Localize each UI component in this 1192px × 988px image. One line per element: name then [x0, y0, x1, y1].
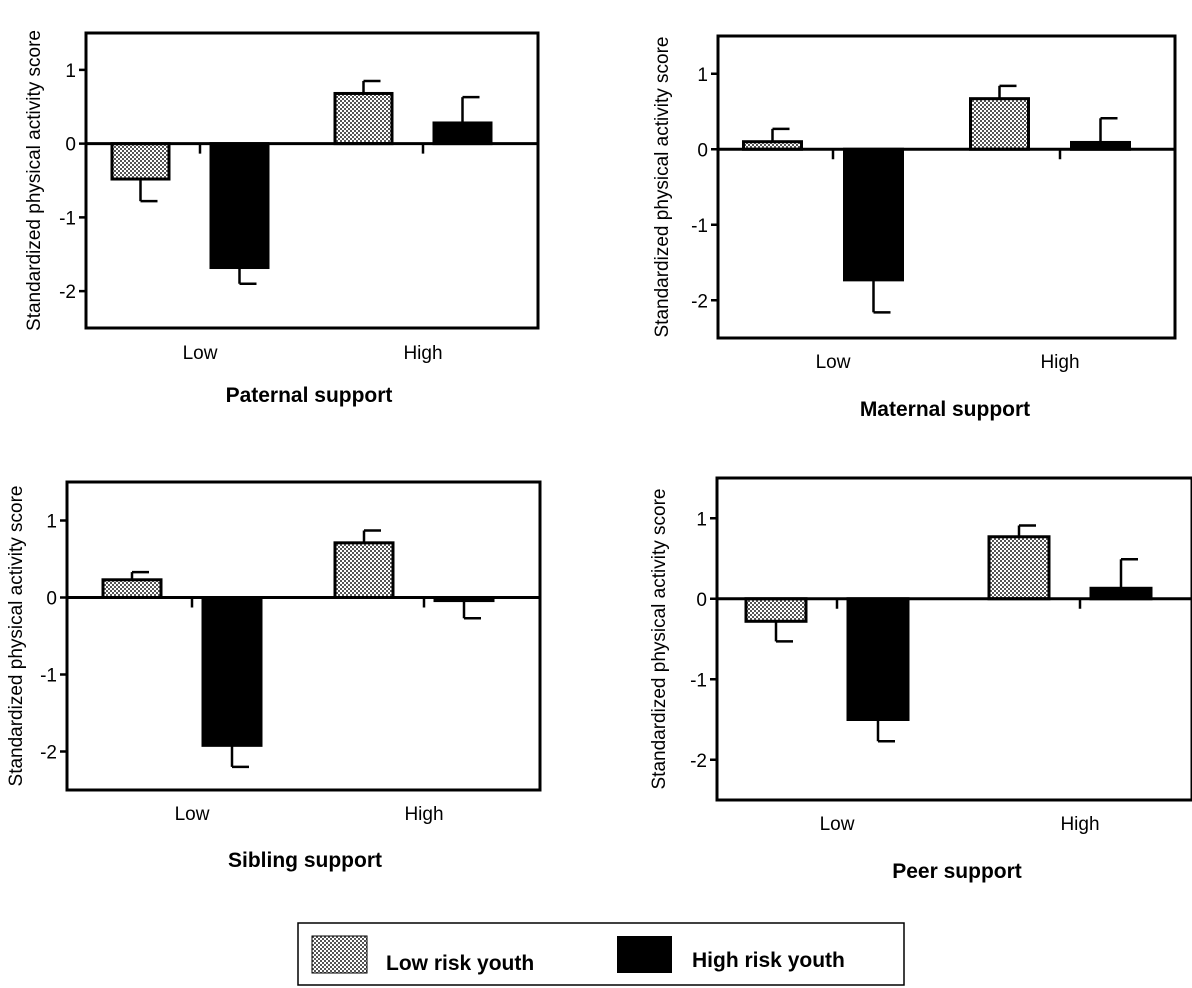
x-axis-title: Sibling support	[228, 849, 382, 872]
x-tick-label: High	[1060, 814, 1099, 835]
x-tick-label: High	[404, 804, 443, 825]
y-tick-label: 1	[46, 512, 57, 533]
y-tick-label: -1	[690, 670, 707, 691]
chart-panel-3: -2 -1 0 1 Low High Sibling support Standardized…	[6, 480, 542, 872]
bar-low-risk-low	[101, 578, 163, 599]
y-tick-label: -2	[59, 282, 76, 303]
chart-panel-2: -2 -1 0 1 Low High Maternal support Standardize…	[652, 34, 1177, 421]
y-tick-label: 0	[697, 140, 708, 161]
plot-frame	[84, 31, 540, 330]
y-tick-label: -1	[40, 666, 57, 687]
bar-low-risk-high	[969, 97, 1030, 151]
x-axis-title: Paternal support	[226, 384, 393, 407]
legend-box	[297, 922, 905, 986]
y-tick-label: -2	[40, 743, 57, 764]
x-tick-label: Low	[183, 343, 218, 364]
x-tick-label: Low	[820, 814, 855, 835]
x-tick-label: Low	[816, 352, 851, 373]
plot-frame	[65, 480, 542, 792]
bar-high-risk-low	[846, 597, 910, 721]
y-tick-label: -2	[690, 751, 707, 772]
y-tick-label: 1	[697, 65, 708, 86]
y-tick-label: 0	[65, 135, 76, 156]
bar-high-risk-low	[201, 596, 263, 747]
bar-high-risk-low	[209, 142, 270, 270]
x-tick-label: Low	[175, 804, 210, 825]
y-tick-label: 1	[65, 61, 76, 82]
x-tick-label: High	[1040, 352, 1079, 373]
y-tick-label: 0	[696, 590, 707, 611]
legend: Low risk youth High risk youth	[297, 922, 905, 986]
chart-panel-1: -2 -1 0 1 Low High Paternal support Standardize…	[24, 30, 540, 407]
y-axis-title: Standardized physical activity score	[649, 489, 670, 790]
legend-label-high-risk: High risk youth	[692, 949, 845, 972]
legend-swatch-low-risk	[311, 935, 368, 974]
bar-low-risk-high	[987, 535, 1051, 601]
y-axis-title: Standardized physical activity score	[652, 37, 673, 338]
x-tick-label: High	[403, 343, 442, 364]
x-axis-title: Peer support	[892, 860, 1022, 883]
bar-low-risk-high	[333, 91, 394, 146]
y-axis-title: Standardized physical activity score	[24, 30, 45, 331]
plot-frame	[715, 476, 1192, 802]
x-axis-title: Maternal support	[860, 398, 1030, 421]
bar-low-risk-low	[110, 142, 171, 181]
bar-low-risk-low	[744, 597, 808, 623]
chart-panel-4: -2 -1 0 1 Low High Peer support Standardized ph…	[649, 476, 1192, 883]
y-tick-label: 0	[46, 589, 57, 610]
legend-swatch-high-risk	[617, 936, 672, 973]
bar-low-risk-high	[333, 541, 395, 600]
y-tick-label: -2	[691, 291, 708, 312]
y-tick-label: -1	[59, 208, 76, 229]
bar-high-risk-high	[432, 121, 493, 146]
bar-high-risk-low	[843, 147, 904, 282]
legend-label-low-risk: Low risk youth	[386, 952, 534, 975]
bar-high-risk-high	[1089, 586, 1153, 601]
y-axis-title: Standardized physical activity score	[6, 486, 27, 787]
y-tick-label: 1	[696, 509, 707, 530]
plot-frame	[716, 34, 1177, 340]
y-tick-label: -1	[691, 216, 708, 237]
